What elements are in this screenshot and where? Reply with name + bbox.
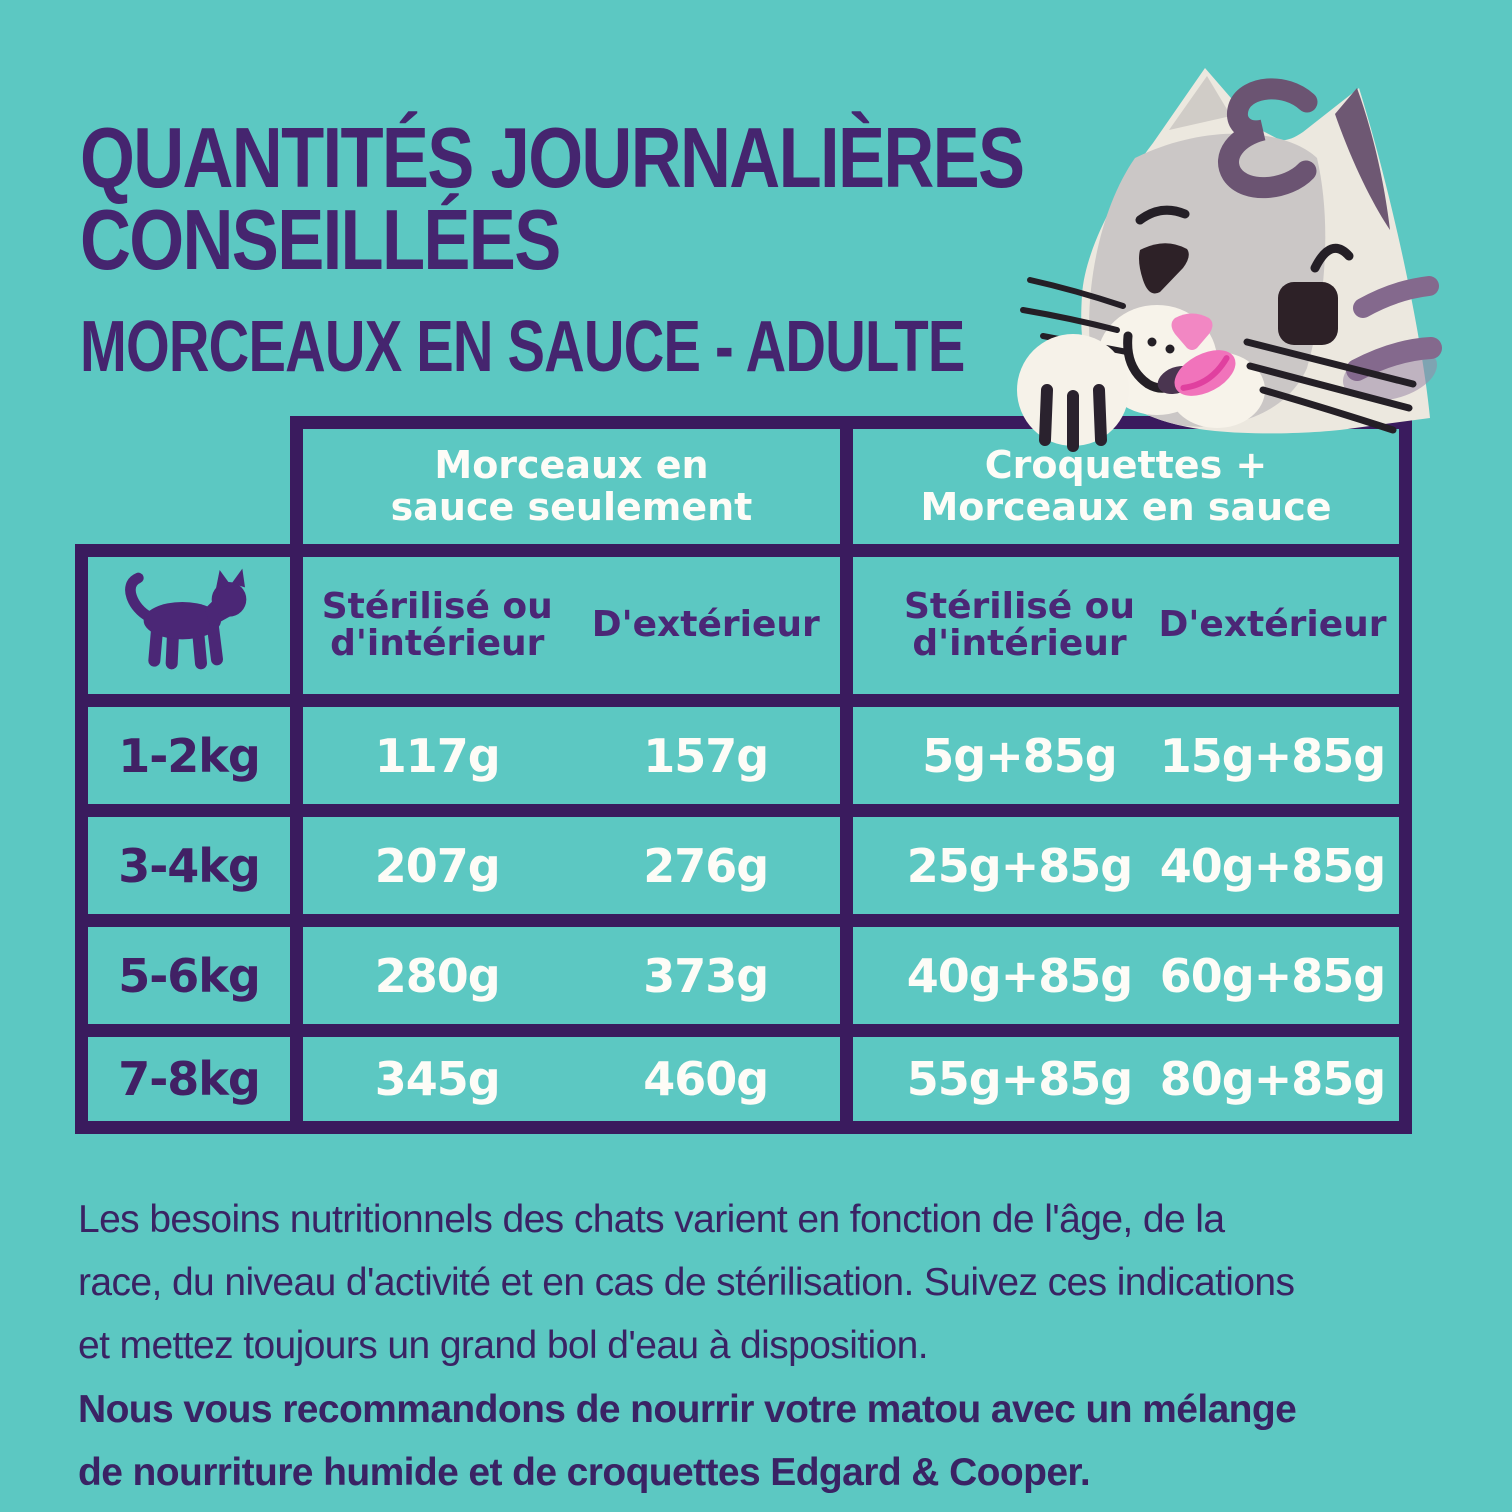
group-header-line: Morceaux en sauce <box>920 484 1332 529</box>
page-title: QUANTITÉS JOURNALIÈRES CONSEILLÉES <box>80 111 1025 289</box>
cat-illustration <box>1017 68 1442 452</box>
cat-nose <box>1171 313 1213 350</box>
page-subtitle: MORCEAUX EN SAUCE - ADULTE <box>80 307 965 387</box>
group-header-line: Croquettes + <box>984 443 1268 488</box>
value-cell: 460g <box>643 1052 769 1106</box>
subheaders-group1: Stérilisé ou d'intérieur D'extérieur <box>290 544 840 694</box>
subheader-sterilise-indoor: Stérilisé ou d'intérieur <box>893 585 1146 664</box>
nutrition-note: Les besoins nutritionnels des chats vari… <box>78 1188 1295 1378</box>
cat-tongue <box>1174 350 1236 396</box>
subheader-line: D'extérieur <box>591 604 820 646</box>
cat-head <box>1081 68 1430 434</box>
table-row-values: 55g+85g 80g+85g <box>840 1024 1412 1134</box>
group-header-croquettes-mix: Croquettes + Morceaux en sauce <box>840 416 1412 544</box>
subheader-line: d'intérieur <box>912 622 1127 664</box>
value-cell: 40g+85g <box>906 948 1133 1003</box>
value-cell: 25g+85g <box>906 838 1133 893</box>
value-cell: 117g <box>374 728 501 783</box>
table-row-values: 5g+85g 15g+85g <box>840 694 1412 804</box>
group-header-line: sauce seulement <box>390 484 753 529</box>
cat-eye <box>1278 282 1338 345</box>
cat-eyebrow <box>1310 243 1354 273</box>
subheader-line: Stérilisé ou <box>321 585 553 627</box>
paragraph-line: Les besoins nutritionnels des chats vari… <box>78 1198 1225 1241</box>
table-row-values: 280g 373g <box>290 914 840 1024</box>
table-row-values: 25g+85g 40g+85g <box>840 804 1412 914</box>
subheader-sterilise-indoor: Stérilisé ou d'intérieur <box>303 585 572 664</box>
weight-column-header <box>75 544 290 694</box>
paragraph-line: et mettez toujours un grand bol d'eau à … <box>78 1324 929 1368</box>
paragraph-line: Nous vous recommandons de nourrir votre … <box>78 1388 1297 1431</box>
cat-whiskers-left <box>1020 277 1130 355</box>
value-cell: 55g+85g <box>906 1052 1133 1106</box>
weight-cell: 1-2kg <box>75 694 290 804</box>
value-cell: 345g <box>374 1052 501 1106</box>
table-row-values: 117g 157g <box>290 694 840 804</box>
weight-cell: 7-8kg <box>75 1024 290 1134</box>
cat-mouth <box>1123 331 1186 393</box>
value-cell: 60g+85g <box>1159 948 1386 1003</box>
cat-eyebrow <box>1135 205 1190 225</box>
subheaders-group2: Stérilisé ou d'intérieur D'extérieur <box>840 544 1412 694</box>
subheader-outdoor: D'extérieur <box>572 604 841 646</box>
cat-wink-eye <box>1139 243 1189 294</box>
table-row-values: 207g 276g <box>290 804 840 914</box>
value-cell: 15g+85g <box>1159 728 1386 783</box>
recommendation-note: Nous vous recommandons de nourrir votre … <box>78 1378 1297 1504</box>
table-row-values: 40g+85g 60g+85g <box>840 914 1412 1024</box>
group-header-sauce-only: Morceaux en sauce seulement <box>290 416 840 544</box>
table-row-values: 345g 460g <box>290 1024 840 1134</box>
paragraph-line: de nourriture humide et de croquettes Ed… <box>78 1451 1091 1495</box>
subheader-line: d'intérieur <box>330 622 545 664</box>
feeding-table: Morceaux en sauce seulement Croquettes +… <box>75 416 1412 1134</box>
value-cell: 157g <box>643 728 769 783</box>
weight-cell: 3-4kg <box>75 804 290 914</box>
value-cell: 373g <box>643 948 769 1003</box>
value-cell: 280g <box>374 948 501 1003</box>
cat-silhouette-icon <box>125 568 247 669</box>
value-cell: 276g <box>643 838 769 893</box>
group-header-line: Morceaux en <box>434 443 709 488</box>
paragraph-line: race, du niveau d'activité et en cas de … <box>78 1261 1295 1305</box>
ampersand-logo-icon <box>1218 78 1318 198</box>
value-cell: 207g <box>374 838 501 893</box>
subheader-line: D'extérieur <box>1158 604 1387 646</box>
value-cell: 5g+85g <box>922 728 1117 783</box>
subheader-outdoor: D'extérieur <box>1146 604 1399 646</box>
title-line-2: CONSEILLÉES <box>80 193 561 289</box>
value-cell: 80g+85g <box>1159 1052 1386 1106</box>
table-corner-spacer <box>75 416 290 544</box>
title-line-1: QUANTITÉS JOURNALIÈRES <box>80 111 1025 206</box>
weight-cell: 5-6kg <box>75 914 290 1024</box>
value-cell: 40g+85g <box>1159 838 1386 893</box>
subheader-line: Stérilisé ou <box>903 585 1136 627</box>
